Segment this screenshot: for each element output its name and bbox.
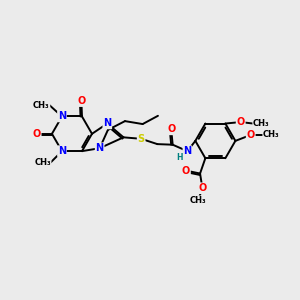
Text: CH₃: CH₃ <box>33 101 50 110</box>
Text: O: O <box>182 166 190 176</box>
Text: CH₃: CH₃ <box>34 158 51 167</box>
Text: O: O <box>247 130 255 140</box>
Text: CH₃: CH₃ <box>253 119 270 128</box>
Text: CH₃: CH₃ <box>263 130 280 140</box>
Text: N: N <box>58 112 66 122</box>
Text: S: S <box>138 134 145 144</box>
Text: O: O <box>198 183 206 193</box>
Text: O: O <box>77 96 86 106</box>
Text: H: H <box>176 153 182 162</box>
Text: O: O <box>237 117 245 127</box>
Text: N: N <box>183 146 191 156</box>
Text: CH₃: CH₃ <box>190 196 206 205</box>
Text: O: O <box>32 129 41 139</box>
Text: O: O <box>167 124 175 134</box>
Text: N: N <box>103 118 111 128</box>
Text: N: N <box>96 143 104 153</box>
Text: N: N <box>58 146 66 156</box>
